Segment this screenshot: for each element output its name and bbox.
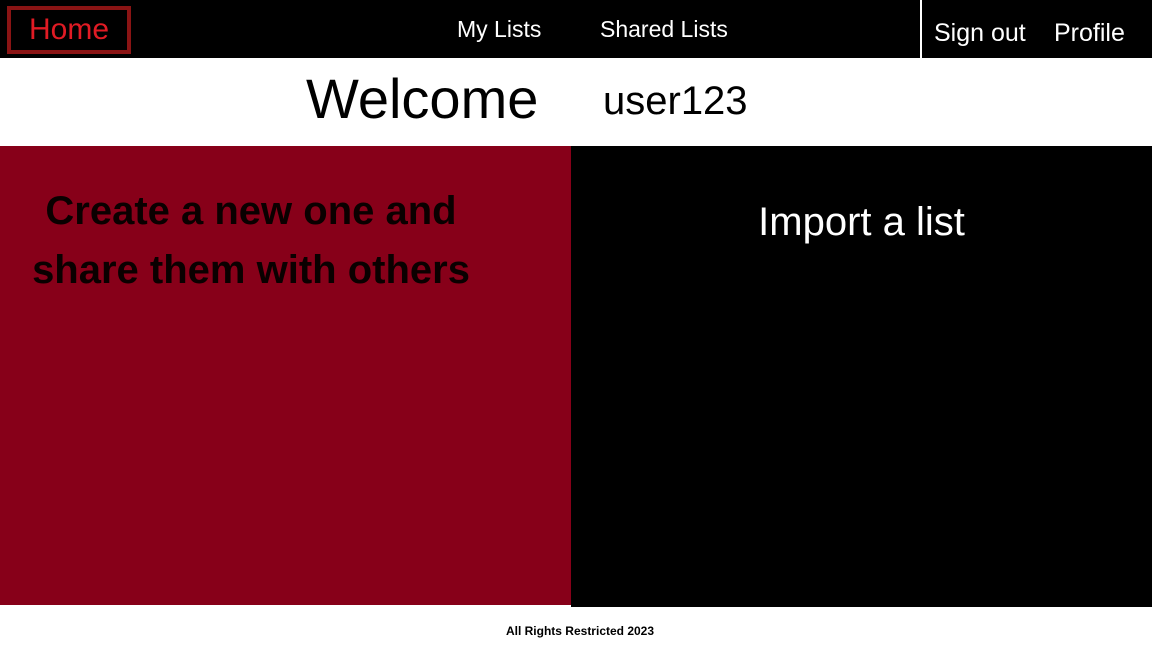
username-label: user123 (603, 79, 748, 123)
top-navbar: Home My Lists Shared Lists Sign out Prof… (0, 0, 1152, 58)
create-list-text[interactable]: Create a new one and share them with oth… (32, 189, 470, 292)
profile-link[interactable]: Profile (1054, 19, 1125, 47)
sign-out-link[interactable]: Sign out (934, 19, 1026, 47)
import-list-text[interactable]: Import a list (758, 200, 965, 244)
import-list-panel[interactable] (571, 146, 1152, 607)
welcome-heading: Welcome (306, 67, 539, 130)
home-button[interactable]: Home (7, 6, 131, 54)
footer-copyright: All Rights Restricted 2023 (505, 624, 655, 638)
nav-divider (920, 0, 922, 58)
nav-link-shared-lists[interactable]: Shared Lists (600, 16, 728, 42)
create-list-panel[interactable] (0, 146, 571, 605)
nav-link-my-lists[interactable]: My Lists (457, 16, 542, 42)
